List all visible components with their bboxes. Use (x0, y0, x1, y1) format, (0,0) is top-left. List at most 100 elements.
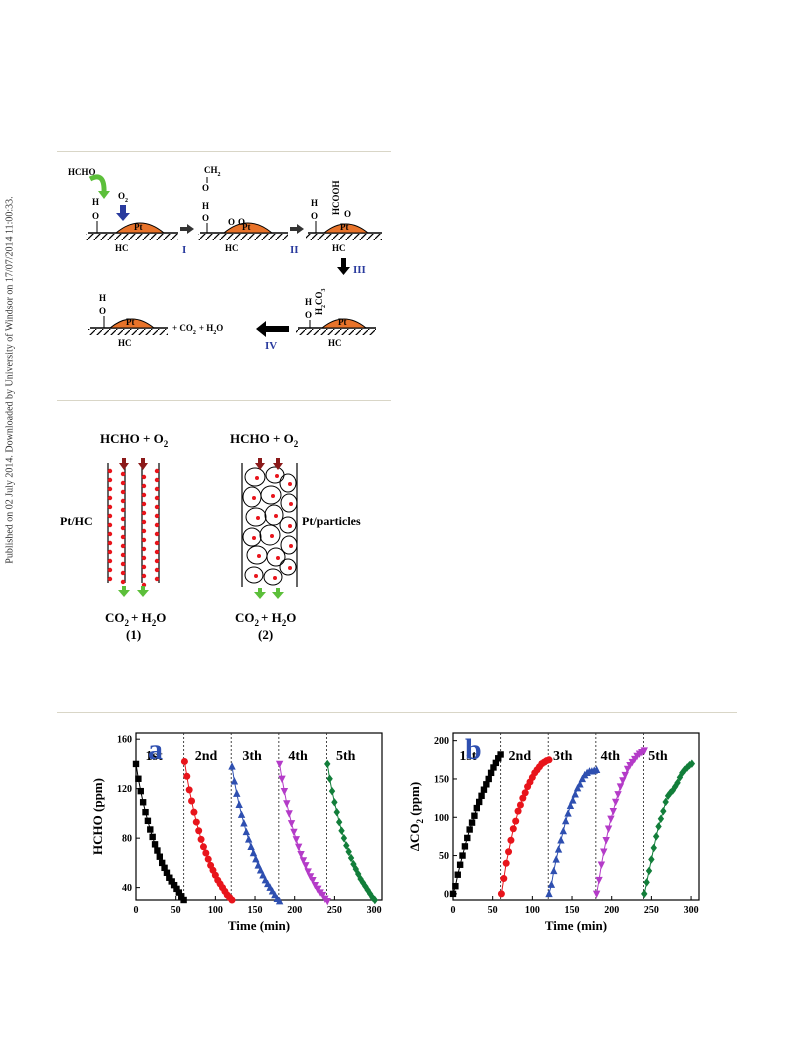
pt-dot (154, 495, 160, 501)
pt-dot (120, 516, 126, 522)
publication-note-text: Published on 02 July 2014. Downloaded by… (4, 196, 16, 564)
data-point (161, 864, 168, 872)
surface-3: Pt HC O H HCOOH O (306, 180, 382, 253)
cycle-label: 5th (648, 749, 668, 764)
surface-o: O (238, 217, 245, 227)
pt-dot (141, 555, 147, 561)
pt-dot (288, 524, 292, 528)
data-point (168, 878, 175, 885)
series-line (326, 763, 376, 901)
pt-particles-label: Pt/particles (302, 514, 361, 528)
packed-particles (241, 458, 298, 599)
data-point (170, 881, 178, 889)
pt-dot (120, 507, 126, 513)
particle (280, 535, 298, 555)
pt-dot (154, 540, 160, 546)
hydroxyl-h: H (99, 293, 106, 303)
hc-label: HC (118, 338, 132, 348)
pt-dot (256, 516, 260, 520)
plot-frame (135, 732, 383, 901)
pt-dot (141, 474, 147, 480)
series-3 (228, 762, 284, 905)
x-tick-label: 150 (565, 905, 580, 916)
panel-label: a (148, 733, 163, 766)
data-point (299, 857, 308, 865)
particle (263, 568, 283, 586)
data-point (137, 787, 144, 795)
data-point (614, 791, 622, 799)
chart-hcho-cycles: 0 50 100 150 200 250 300 40 80 120 160 1st 2nd 3th 4th… (90, 732, 383, 933)
hc-label: HC (328, 338, 342, 348)
data-point (602, 837, 610, 845)
pt-dot (120, 534, 126, 540)
series-4 (592, 747, 648, 899)
pt-dot (141, 537, 147, 543)
pt-dot (107, 477, 113, 483)
data-point (505, 848, 513, 856)
data-point (185, 786, 193, 794)
particle (259, 524, 281, 546)
x-tick-label: 0 (134, 905, 139, 916)
pt-label: Pt (340, 222, 349, 232)
data-point (509, 825, 517, 833)
data-point (156, 853, 164, 860)
pt-dot (120, 561, 126, 567)
pt-label: Pt (126, 317, 135, 327)
data-point (616, 783, 625, 791)
data-point (158, 859, 166, 867)
data-point (609, 807, 617, 816)
hcho-label: HCHO (68, 167, 96, 177)
data-point (228, 762, 236, 770)
series-line (231, 766, 280, 902)
data-point (242, 827, 251, 836)
data-point (611, 798, 620, 807)
data-point (166, 874, 173, 881)
data-point (459, 852, 466, 859)
particle (244, 566, 264, 584)
x-tick-label: 50 (171, 905, 181, 916)
data-point (311, 881, 320, 890)
data-point (449, 890, 457, 898)
pt-dot (120, 498, 126, 504)
x-tick-label: 150 (248, 905, 263, 916)
index-1: (1) (126, 627, 141, 642)
hc-label: HC (332, 243, 346, 253)
data-point (619, 777, 627, 785)
data-point (247, 842, 255, 851)
products-left: CO2 + H2O (105, 610, 166, 628)
data-point (600, 848, 608, 856)
pt-hc-label: Pt/HC (60, 514, 93, 528)
pt-dot (255, 476, 259, 480)
series-line (643, 763, 693, 894)
pt-dot (254, 574, 258, 578)
data-point (199, 843, 207, 851)
data-point (688, 759, 696, 768)
data-point (604, 825, 613, 833)
series-line (279, 763, 328, 902)
data-point (297, 851, 305, 859)
cycle-label: 2nd (195, 749, 218, 764)
x-tick-label: 250 (644, 905, 659, 916)
svg-text:O2: O2 (118, 191, 128, 204)
chart-co2-cycles: 0 50 100 150 200 250 300 0 50 100 150 200 1st 2nd 3th 4… (407, 732, 700, 933)
y-tick-label: 200 (434, 736, 449, 747)
data-point (545, 756, 553, 764)
data-point (497, 751, 504, 758)
data-point (175, 889, 183, 896)
data-point (674, 778, 681, 787)
pt-dot (107, 549, 113, 555)
y-tick-label: 80 (122, 834, 132, 845)
panel-label: b (465, 733, 482, 766)
surface-o: O (228, 217, 235, 227)
data-point (240, 819, 248, 827)
pt-dot (289, 544, 293, 548)
x-tick-label: 200 (287, 905, 302, 916)
pt-dot (252, 536, 256, 540)
series-line (183, 761, 233, 901)
x-axis-label: Time (min) (228, 918, 290, 933)
data-point (545, 889, 553, 898)
final-products: + CO2 + H2O (172, 323, 223, 336)
particle (280, 493, 298, 513)
data-point (294, 843, 303, 852)
h2co3-sub2: 3 (321, 288, 327, 291)
